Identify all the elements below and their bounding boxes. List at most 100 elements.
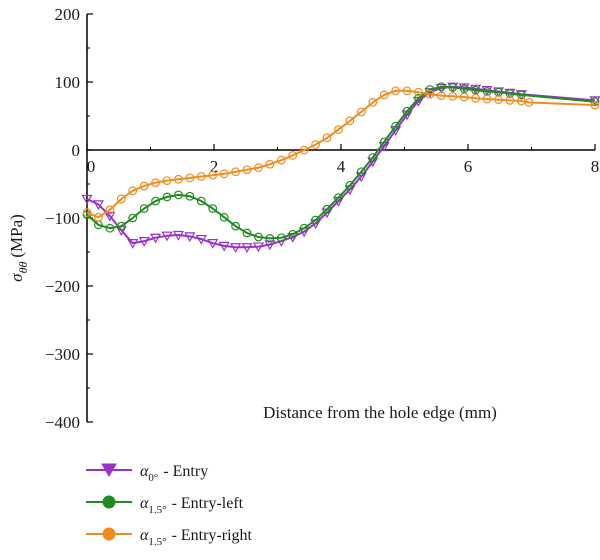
series-line-1 (86, 85, 596, 240)
data-point (128, 186, 138, 196)
data-point (231, 221, 240, 231)
data-point (138, 237, 150, 247)
data-point (172, 230, 184, 241)
y-axis-unit: (MPa) (7, 214, 26, 257)
data-point (242, 165, 252, 175)
data-point (414, 93, 423, 103)
data-point (151, 178, 160, 188)
x-tick-label: 6 (464, 157, 473, 176)
data-point (185, 173, 195, 183)
data-point (448, 83, 458, 92)
data-point (252, 242, 264, 253)
data-point (345, 116, 355, 126)
data-point (368, 153, 378, 162)
data-point (94, 212, 103, 222)
legend-subscript-0: 0° (148, 472, 158, 484)
data-point (139, 181, 149, 191)
data-point (299, 223, 309, 233)
y-tick-label: −300 (45, 345, 80, 364)
legend-text-1: - Entry-left (172, 495, 244, 512)
data-point (459, 92, 469, 102)
data-point (471, 93, 481, 103)
data-point (196, 172, 206, 181)
y-tick-label: 100 (55, 73, 81, 92)
y-axis-subscript: θθ (16, 262, 30, 274)
data-point (391, 121, 401, 131)
data-point (161, 231, 173, 242)
legend-text-2: - Entry-right (172, 527, 253, 544)
data-point (242, 228, 252, 238)
data-point (104, 211, 116, 222)
data-point (218, 241, 230, 252)
data-point (231, 167, 240, 177)
legend-label-2: α1.5° - Entry-right (140, 527, 253, 548)
x-tick-label: 2 (210, 157, 219, 176)
legend: α0° - Entry α1.5° - Entry-left α1.5° - Entr… (86, 463, 253, 548)
data-point (322, 133, 332, 143)
axes-layer: 200 100 0 −100 −200 −300 −400 0 2 4 6 8 (45, 5, 599, 432)
legend-subscript-2: 1.5° (148, 536, 166, 548)
y-tick-label: 0 (72, 141, 81, 160)
data-point (219, 169, 229, 179)
data-point (494, 95, 503, 105)
data-point (448, 91, 458, 101)
x-tick-label: 0 (87, 157, 96, 176)
data-point (311, 215, 321, 225)
data-point (590, 97, 600, 107)
data-point (435, 84, 447, 94)
legend-item-1: α1.5° - Entry-left (86, 495, 244, 516)
data-point (82, 208, 92, 217)
legend-label-1: α1.5° - Entry-left (140, 495, 244, 516)
data-point (174, 174, 183, 184)
data-point (414, 87, 423, 97)
data-point (254, 232, 263, 242)
data-point (241, 243, 253, 253)
data-point (482, 94, 492, 104)
legend-marker-1 (102, 495, 116, 509)
data-point (128, 213, 138, 223)
data-point (276, 233, 286, 243)
data-point (516, 90, 526, 100)
x-tick-label: 8 (591, 157, 600, 176)
data-point (184, 232, 196, 243)
data-point (311, 140, 321, 149)
data-point (356, 107, 366, 117)
legend-marker-2 (102, 527, 116, 541)
data-point (505, 89, 515, 98)
data-point (368, 97, 378, 107)
data-point (195, 234, 207, 245)
data-point (524, 97, 534, 107)
data-point (356, 167, 366, 177)
data-point (174, 190, 183, 200)
data-point (264, 240, 276, 251)
y-tick-label: −100 (45, 209, 80, 228)
data-point (265, 159, 275, 169)
data-point (505, 95, 515, 105)
data-point (265, 233, 275, 243)
data-point (436, 82, 446, 92)
data-point (162, 192, 172, 202)
legend-item-2: α1.5° - Entry-right (86, 527, 253, 548)
data-point (185, 191, 195, 201)
data-point (105, 205, 115, 215)
data-point (402, 106, 412, 116)
data-point (590, 100, 600, 110)
data-point (425, 89, 435, 99)
data-point (116, 221, 126, 231)
y-tick-label: 200 (55, 5, 81, 24)
data-point (150, 233, 162, 244)
data-point (379, 90, 389, 100)
data-point (208, 170, 218, 180)
data-point (81, 194, 93, 205)
data-point (254, 163, 263, 173)
data-point (379, 137, 389, 147)
legend-subscript-1: 1.5° (148, 504, 166, 516)
y-axis-title: σθθ (MPa) (7, 214, 30, 282)
data-point (299, 145, 309, 155)
data-point (151, 196, 160, 206)
data-point (334, 125, 343, 135)
data-point (208, 204, 218, 213)
data-point (196, 196, 206, 206)
